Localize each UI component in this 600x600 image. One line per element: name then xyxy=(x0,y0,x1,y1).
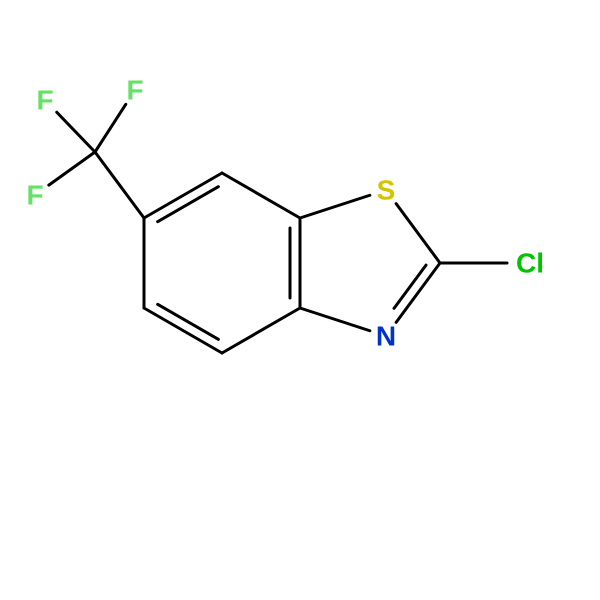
atom-label-cl: Cl xyxy=(516,248,544,279)
atoms-layer: S N Cl F F F xyxy=(26,75,544,352)
atom-label-f: F xyxy=(26,180,43,211)
atom-label-f: F xyxy=(126,75,143,106)
atom-label-n: N xyxy=(376,321,396,352)
bonds-layer xyxy=(49,104,507,353)
atom-label-f: F xyxy=(36,85,53,116)
molecule-canvas: S N Cl F F F xyxy=(0,0,600,600)
atom-label-s: S xyxy=(377,175,396,206)
